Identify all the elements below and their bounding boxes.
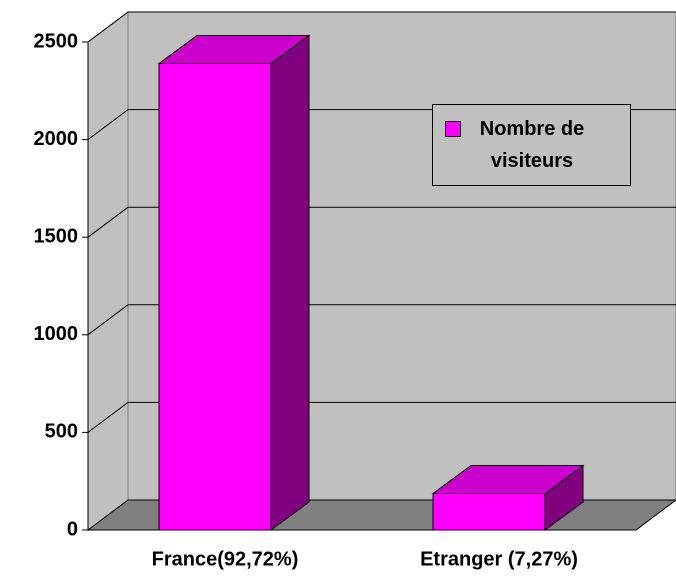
x-tick-label: Etranger (7,27%) [420,548,578,570]
y-tick-label: 1000 [34,323,79,345]
grid-line [87,401,129,433]
y-tick-label: 0 [67,518,78,540]
grid-line [87,11,129,43]
bar [158,62,272,531]
y-tick-label: 1500 [34,225,79,247]
y-tick-label: 500 [45,421,78,443]
legend-swatch [445,121,461,137]
grid-line [87,109,129,141]
y-tick-label: 2000 [34,128,79,150]
bar [432,492,546,531]
bar-side [270,34,310,531]
y-tick-label: 2500 [34,30,79,52]
legend: Nombre de visiteurs [432,104,631,186]
x-tick-label: France(92,72%) [152,548,299,570]
grid-line [87,304,129,336]
legend-label: Nombre de visiteurs [479,118,585,172]
grid-line [87,206,129,238]
side-wall [87,11,129,531]
